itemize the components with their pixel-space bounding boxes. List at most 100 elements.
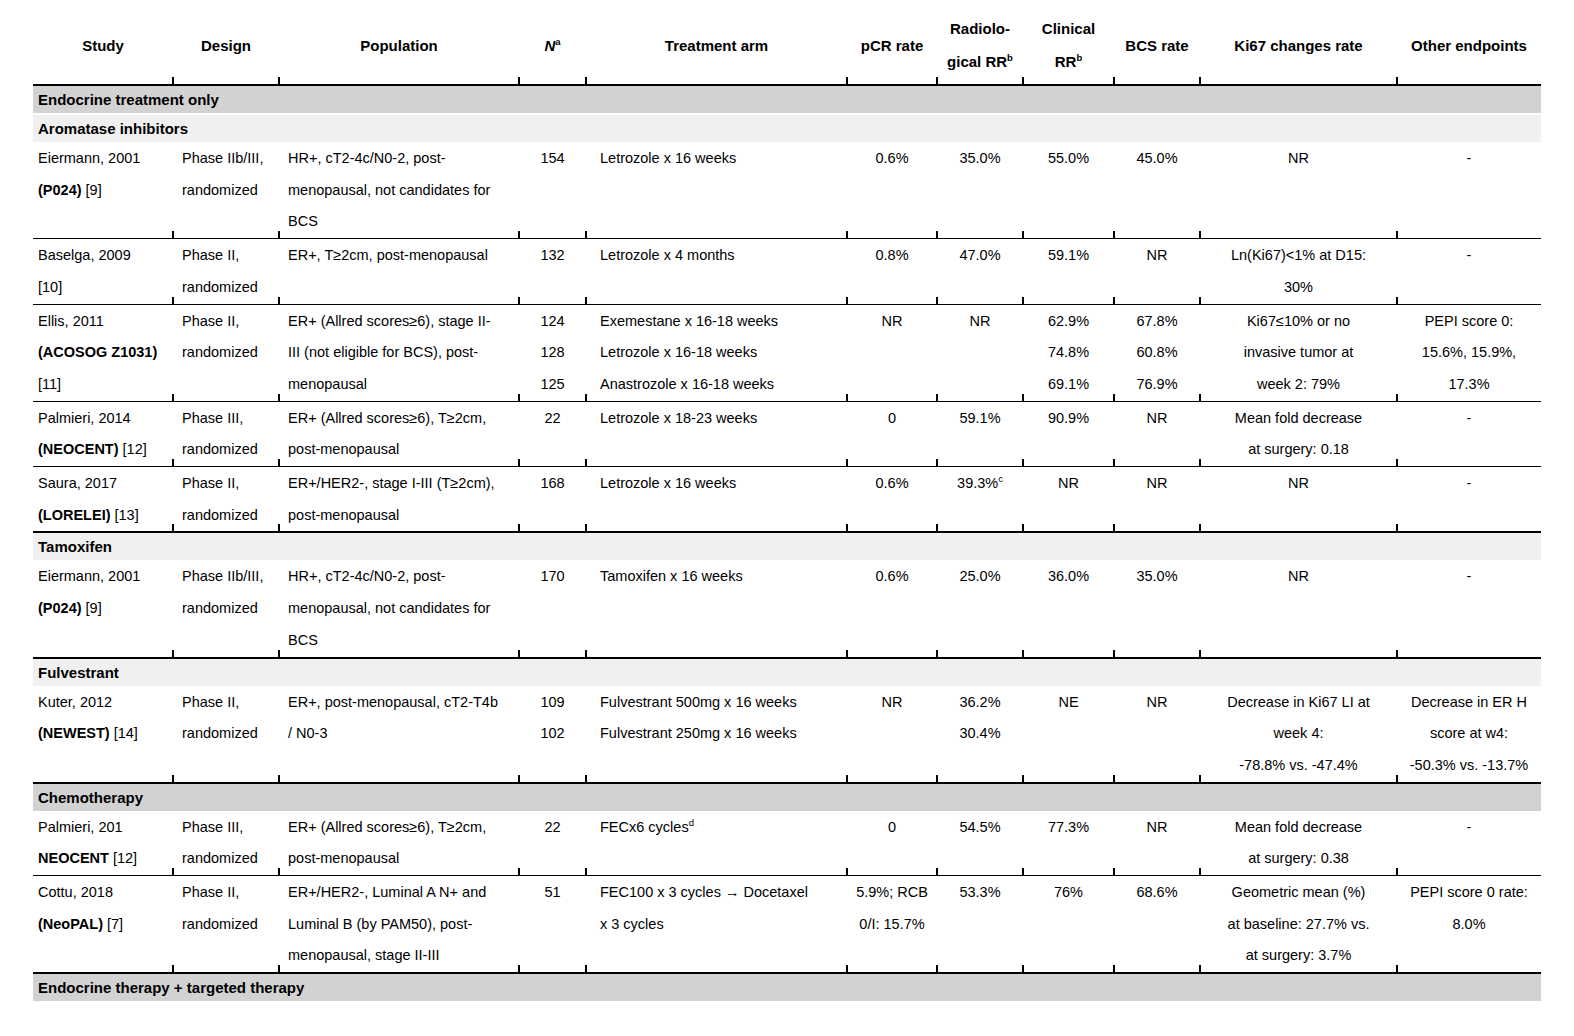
table-cell-clin: 62.9%74.8%69.1% <box>1023 304 1114 401</box>
table-cell-n: 22 <box>519 401 586 466</box>
table-cell-clin: 59.1% <box>1023 239 1114 304</box>
table-cell-ki67: Mean fold decreaseat surgery: 0.18 <box>1200 401 1397 466</box>
section-row: Fulvestrant <box>33 658 1541 686</box>
table-cell-population: HR+, cT2-4c/N0-2, post-menopausal, not c… <box>279 142 519 239</box>
table-cell-study: Palmieri, 201NEOCENT [12] <box>33 811 173 876</box>
column-header: Design <box>173 6 279 85</box>
table-cell-bcs: NR <box>1114 401 1200 466</box>
table-row: Cottu, 2018(NeoPAL) [7]Phase II,randomiz… <box>33 876 1541 974</box>
table-cell-other: PEPI score 0:15.6%, 15.9%,17.3% <box>1397 304 1541 401</box>
table-cell-clin: 55.0% <box>1023 142 1114 239</box>
table-cell-design: Phase III,randomized <box>173 811 279 876</box>
table-cell-clin: 36.0% <box>1023 560 1114 657</box>
column-header: BCS rate <box>1114 6 1200 85</box>
column-header: ClinicalRRb <box>1023 6 1114 85</box>
header-row: StudyDesignPopulationNaTreatment armpCR … <box>33 6 1541 85</box>
table-cell-rad: 35.0% <box>937 142 1023 239</box>
column-header: Radiolo-gical RRb <box>937 6 1023 85</box>
section-row: Chemotherapy <box>33 783 1541 811</box>
table-cell-pcr: 0.6% <box>847 560 937 657</box>
table-cell-pcr: 0.8% <box>847 239 937 304</box>
table-cell-population: ER+ (Allred scores≥6), T≥2cm,post-menopa… <box>279 401 519 466</box>
table-body: Endocrine treatment onlyAromatase inhibi… <box>33 85 1541 1001</box>
table-cell-bcs: 35.0% <box>1114 560 1200 657</box>
table-cell-n: 124128125 <box>519 304 586 401</box>
column-header: Study <box>33 6 173 85</box>
table-cell-rad: 59.1% <box>937 401 1023 466</box>
section-label: Endocrine treatment only <box>33 85 1541 114</box>
section-row: Tamoxifen <box>33 532 1541 560</box>
table-cell-n: 170 <box>519 560 586 657</box>
table-cell-treatment: Exemestane x 16-18 weeksLetrozole x 16-1… <box>586 304 847 401</box>
table-row: Eiermann, 2001(P024) [9]Phase IIb/III,ra… <box>33 560 1541 657</box>
table-cell-design: Phase II,randomized <box>173 239 279 304</box>
table-cell-bcs: 68.6% <box>1114 876 1200 974</box>
table-cell-n: 51 <box>519 876 586 974</box>
table-cell-other: - <box>1397 401 1541 466</box>
table-cell-other: PEPI score 0 rate:8.0% <box>1397 876 1541 974</box>
section-label: Tamoxifen <box>33 532 1541 560</box>
table-cell-study: Eiermann, 2001(P024) [9] <box>33 560 173 657</box>
table-cell-clin: 77.3% <box>1023 811 1114 876</box>
table-cell-rad: 47.0% <box>937 239 1023 304</box>
clinical-trials-table: StudyDesignPopulationNaTreatment armpCR … <box>33 6 1541 1001</box>
table-cell-other: - <box>1397 560 1541 657</box>
column-header: Population <box>279 6 519 85</box>
table-cell-pcr: NR <box>847 686 937 783</box>
table-cell-rad: 53.3% <box>937 876 1023 974</box>
section-label: Endocrine therapy + targeted therapy <box>33 973 1541 1001</box>
table-cell-rad: NR <box>937 304 1023 401</box>
table-cell-pcr: 5.9%; RCB0/I: 15.7% <box>847 876 937 974</box>
table-cell-ki67: NR <box>1200 560 1397 657</box>
table-cell-treatment: Fulvestrant 500mg x 16 weeksFulvestrant … <box>586 686 847 783</box>
table-cell-other: - <box>1397 467 1541 533</box>
table-cell-design: Phase III,randomized <box>173 401 279 466</box>
table-cell-n: 22 <box>519 811 586 876</box>
table-cell-treatment: Letrozole x 4 months <box>586 239 847 304</box>
table-cell-design: Phase II,randomized <box>173 876 279 974</box>
table-cell-ki67: Mean fold decreaseat surgery: 0.38 <box>1200 811 1397 876</box>
table-cell-ki67: Geometric mean (%)at baseline: 27.7% vs.… <box>1200 876 1397 974</box>
table-cell-rad: 36.2%30.4% <box>937 686 1023 783</box>
table-cell-n: 132 <box>519 239 586 304</box>
table-cell-population: ER+/HER2-, Luminal A N+ andLuminal B (by… <box>279 876 519 974</box>
table-cell-study: Palmieri, 2014(NEOCENT) [12] <box>33 401 173 466</box>
table-cell-population: ER+ (Allred scores≥6), stage II-III (not… <box>279 304 519 401</box>
table-cell-study: Cottu, 2018(NeoPAL) [7] <box>33 876 173 974</box>
table-cell-population: ER+, post-menopausal, cT2-T4b/ N0-3 <box>279 686 519 783</box>
column-header: Ki67 changes rate <box>1200 6 1397 85</box>
section-row: Endocrine treatment only <box>33 85 1541 114</box>
table-cell-population: HR+, cT2-4c/N0-2, post-menopausal, not c… <box>279 560 519 657</box>
table-cell-treatment: Tamoxifen x 16 weeks <box>586 560 847 657</box>
table-cell-pcr: 0 <box>847 811 937 876</box>
table-cell-design: Phase II,randomized <box>173 686 279 783</box>
table-cell-ki67: NR <box>1200 142 1397 239</box>
table-cell-treatment: FEC100 x 3 cycles → Docetaxelx 3 cycles <box>586 876 847 974</box>
table-cell-other: - <box>1397 239 1541 304</box>
table-cell-bcs: NR <box>1114 686 1200 783</box>
table-row: Palmieri, 2014(NEOCENT) [12]Phase III,ra… <box>33 401 1541 466</box>
table-cell-bcs: NR <box>1114 811 1200 876</box>
table-cell-rad: 54.5% <box>937 811 1023 876</box>
table-cell-bcs: 67.8%60.8%76.9% <box>1114 304 1200 401</box>
column-header: pCR rate <box>847 6 937 85</box>
table-cell-clin: NR <box>1023 467 1114 533</box>
table-row: Kuter, 2012(NEWEST) [14]Phase II,randomi… <box>33 686 1541 783</box>
table-cell-treatment: FECx6 cyclesd <box>586 811 847 876</box>
table-cell-bcs: NR <box>1114 467 1200 533</box>
column-header: Treatment arm <box>586 6 847 85</box>
table-cell-ki67: Ln(Ki67)<1% at D15:30% <box>1200 239 1397 304</box>
table-cell-bcs: NR <box>1114 239 1200 304</box>
table-cell-ki67: NR <box>1200 467 1397 533</box>
section-label: Chemotherapy <box>33 783 1541 811</box>
table-row: Palmieri, 201NEOCENT [12]Phase III,rando… <box>33 811 1541 876</box>
table-cell-bcs: 45.0% <box>1114 142 1200 239</box>
table-cell-treatment: Letrozole x 18-23 weeks <box>586 401 847 466</box>
section-row: Endocrine therapy + targeted therapy <box>33 973 1541 1001</box>
table-cell-treatment: Letrozole x 16 weeks <box>586 142 847 239</box>
table-cell-treatment: Letrozole x 16 weeks <box>586 467 847 533</box>
table-cell-study: Eiermann, 2001(P024) [9] <box>33 142 173 239</box>
table-cell-n: 168 <box>519 467 586 533</box>
table-cell-rad: 25.0% <box>937 560 1023 657</box>
table-cell-design: Phase IIb/III,randomized <box>173 560 279 657</box>
